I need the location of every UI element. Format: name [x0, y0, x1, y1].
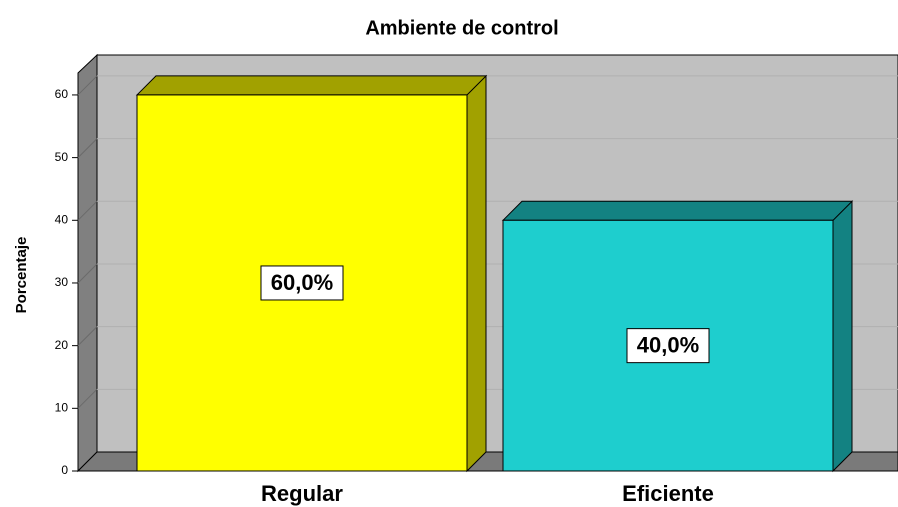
x-tick-label: Eficiente — [622, 481, 714, 506]
grid-line-side — [77, 326, 98, 346]
grid-line-side — [77, 388, 98, 409]
y-tick-label: 60 — [55, 87, 69, 101]
grid-line-side — [77, 200, 98, 221]
y-tick-label: 50 — [55, 150, 69, 164]
chart-title: Ambiente de control — [365, 17, 558, 39]
grid-line-side — [77, 75, 98, 96]
value-label: 60,0% — [271, 270, 333, 295]
y-axis-label: Porcentaje — [13, 237, 30, 314]
value-label: 40,0% — [637, 332, 699, 357]
bar-top — [501, 200, 854, 221]
left-wall — [77, 53, 98, 473]
y-tick-label: 0 — [61, 463, 68, 477]
grid-line-side — [77, 263, 98, 284]
bar-top — [135, 75, 488, 96]
grid-line-side — [77, 138, 98, 158]
value-label-box — [626, 328, 710, 364]
x-tick-label: Regular — [261, 481, 343, 506]
y-tick-label: 10 — [55, 400, 69, 414]
bar-side — [466, 74, 487, 473]
y-tick-label: 40 — [55, 212, 69, 226]
y-tick-label: 20 — [55, 338, 69, 352]
bar-side — [832, 200, 853, 473]
y-tick-label: 30 — [55, 275, 69, 289]
value-label-box — [260, 265, 344, 301]
